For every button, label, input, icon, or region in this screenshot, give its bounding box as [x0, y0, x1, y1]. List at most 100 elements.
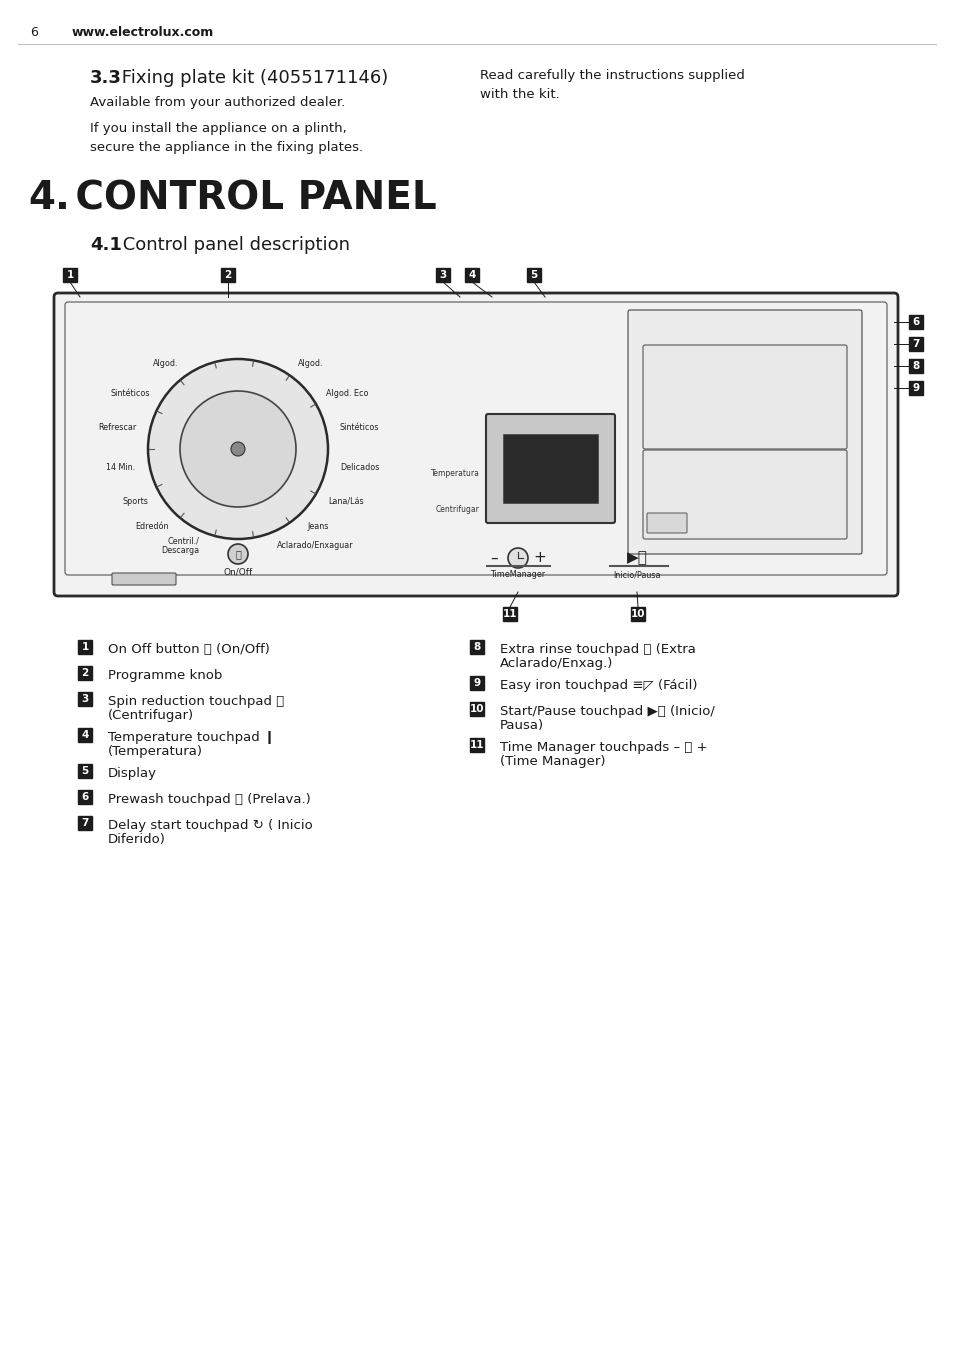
FancyBboxPatch shape	[78, 640, 91, 654]
Text: ▶⏸: ▶⏸	[626, 551, 647, 566]
FancyBboxPatch shape	[78, 816, 91, 830]
FancyBboxPatch shape	[54, 292, 897, 596]
Circle shape	[507, 548, 527, 567]
FancyBboxPatch shape	[436, 268, 450, 282]
Text: TimeManager: TimeManager	[490, 570, 545, 580]
FancyBboxPatch shape	[470, 676, 483, 691]
Text: +: +	[533, 551, 546, 566]
Text: 2: 2	[81, 668, 89, 678]
Text: 1: 1	[81, 642, 89, 653]
Text: 7: 7	[911, 338, 919, 349]
Text: 10: 10	[630, 609, 644, 619]
FancyBboxPatch shape	[642, 345, 846, 450]
Text: Temperature touchpad ❙: Temperature touchpad ❙	[108, 731, 274, 743]
Text: 11: 11	[469, 741, 484, 750]
Text: 5: 5	[530, 269, 537, 280]
Text: (Centrifugar): (Centrifugar)	[108, 709, 193, 722]
Text: www.electrolux.com: www.electrolux.com	[71, 26, 214, 38]
Text: 4.1: 4.1	[90, 236, 122, 255]
Text: Algod.: Algod.	[297, 359, 323, 368]
FancyBboxPatch shape	[112, 573, 175, 585]
Text: Aclarado/Enxaguar: Aclarado/Enxaguar	[276, 542, 354, 550]
Text: Delay start touchpad ↻ ( Inicio: Delay start touchpad ↻ ( Inicio	[108, 819, 313, 831]
Text: 4: 4	[468, 269, 476, 280]
Text: Prelava.: Prelava.	[664, 363, 695, 371]
Circle shape	[228, 544, 248, 565]
Text: Refrescar: Refrescar	[98, 422, 136, 432]
Text: Available from your authorized dealer.: Available from your authorized dealer.	[90, 96, 345, 110]
FancyBboxPatch shape	[78, 728, 91, 742]
Text: Display: Display	[108, 766, 157, 780]
Text: Temperatura: Temperatura	[431, 470, 479, 478]
Text: Pausa): Pausa)	[499, 719, 543, 733]
FancyBboxPatch shape	[642, 450, 846, 539]
Text: 4.: 4.	[28, 179, 70, 217]
Text: Extra
Aclarado/
Enxag.: Extra Aclarado/ Enxag.	[741, 467, 778, 497]
Text: Algod. Eco: Algod. Eco	[326, 390, 368, 398]
Text: ⏻: ⏻	[234, 548, 241, 559]
Text: 3: 3	[439, 269, 446, 280]
FancyBboxPatch shape	[627, 310, 862, 554]
FancyBboxPatch shape	[502, 435, 598, 502]
FancyBboxPatch shape	[908, 380, 923, 395]
Text: secure the appliance in the fixing plates.: secure the appliance in the fixing plate…	[90, 141, 363, 154]
Text: Fixing plate kit (4055171146): Fixing plate kit (4055171146)	[116, 69, 388, 87]
Text: 7: 7	[81, 818, 89, 829]
Text: 9: 9	[473, 678, 480, 688]
Text: 4: 4	[81, 730, 89, 741]
Text: Fácil: Fácil	[658, 519, 675, 528]
Text: Diferido): Diferido)	[108, 833, 166, 846]
FancyBboxPatch shape	[908, 337, 923, 351]
Text: Control panel description: Control panel description	[117, 236, 350, 255]
Text: If you install the appliance on a plinth,: If you install the appliance on a plinth…	[90, 122, 346, 135]
Text: Sports: Sports	[122, 497, 148, 505]
Text: 8: 8	[911, 362, 919, 371]
Text: Centrifugar: Centrifugar	[436, 505, 479, 513]
Text: 10: 10	[469, 704, 484, 714]
FancyBboxPatch shape	[78, 789, 91, 804]
Text: Jeans: Jeans	[307, 521, 329, 531]
Text: 14 Min.: 14 Min.	[107, 463, 135, 471]
Text: Extra rinse touchpad ⎕ (Extra: Extra rinse touchpad ⎕ (Extra	[499, 643, 695, 655]
Text: 11: 11	[502, 609, 517, 619]
Text: Time Manager touchpads – ⓖ +: Time Manager touchpads – ⓖ +	[499, 741, 707, 754]
Text: 6: 6	[81, 792, 89, 802]
Text: 6: 6	[30, 26, 38, 38]
Text: Inicio
Diferido: Inicio Diferido	[744, 352, 775, 372]
Text: 8: 8	[473, 642, 480, 653]
Text: Edredón: Edredón	[134, 521, 169, 531]
FancyBboxPatch shape	[502, 607, 517, 621]
Text: Easy iron touchpad ≡◸ (Fácil): Easy iron touchpad ≡◸ (Fácil)	[499, 678, 697, 692]
Text: Centril./: Centril./	[167, 538, 199, 546]
Text: Programme knob: Programme knob	[108, 669, 222, 682]
Text: Delicados: Delicados	[340, 463, 379, 471]
Text: 2: 2	[224, 269, 232, 280]
FancyBboxPatch shape	[78, 666, 91, 680]
Text: 6: 6	[911, 317, 919, 328]
Text: Sintéticos: Sintéticos	[339, 422, 379, 432]
Text: Spin reduction touchpad ⓖ: Spin reduction touchpad ⓖ	[108, 695, 284, 708]
Text: Descarga: Descarga	[161, 546, 199, 555]
Circle shape	[231, 441, 245, 456]
Text: Start/Pause touchpad ▶⏸ (Inicio/: Start/Pause touchpad ▶⏸ (Inicio/	[499, 705, 714, 718]
FancyBboxPatch shape	[908, 315, 923, 329]
Text: CONTROL PANEL: CONTROL PANEL	[62, 179, 436, 217]
Text: Read carefully the instructions supplied
with the kit.: Read carefully the instructions supplied…	[479, 69, 744, 102]
Text: Lana/Lás: Lana/Lás	[328, 497, 363, 505]
FancyBboxPatch shape	[470, 701, 483, 716]
FancyBboxPatch shape	[464, 268, 478, 282]
Text: Aclarado/Enxag.): Aclarado/Enxag.)	[499, 657, 613, 670]
Circle shape	[148, 359, 328, 539]
Text: On/Off: On/Off	[223, 567, 253, 577]
FancyBboxPatch shape	[63, 268, 77, 282]
Circle shape	[180, 391, 295, 506]
FancyBboxPatch shape	[646, 513, 686, 533]
Text: 5: 5	[81, 766, 89, 776]
Text: 9: 9	[911, 383, 919, 393]
Text: On Off button ⓞ (On/Off): On Off button ⓞ (On/Off)	[108, 643, 270, 655]
Text: Inicio/Pausa: Inicio/Pausa	[613, 570, 660, 580]
FancyBboxPatch shape	[526, 268, 540, 282]
Text: 1: 1	[67, 269, 73, 280]
FancyBboxPatch shape	[485, 414, 615, 523]
FancyBboxPatch shape	[78, 692, 91, 705]
